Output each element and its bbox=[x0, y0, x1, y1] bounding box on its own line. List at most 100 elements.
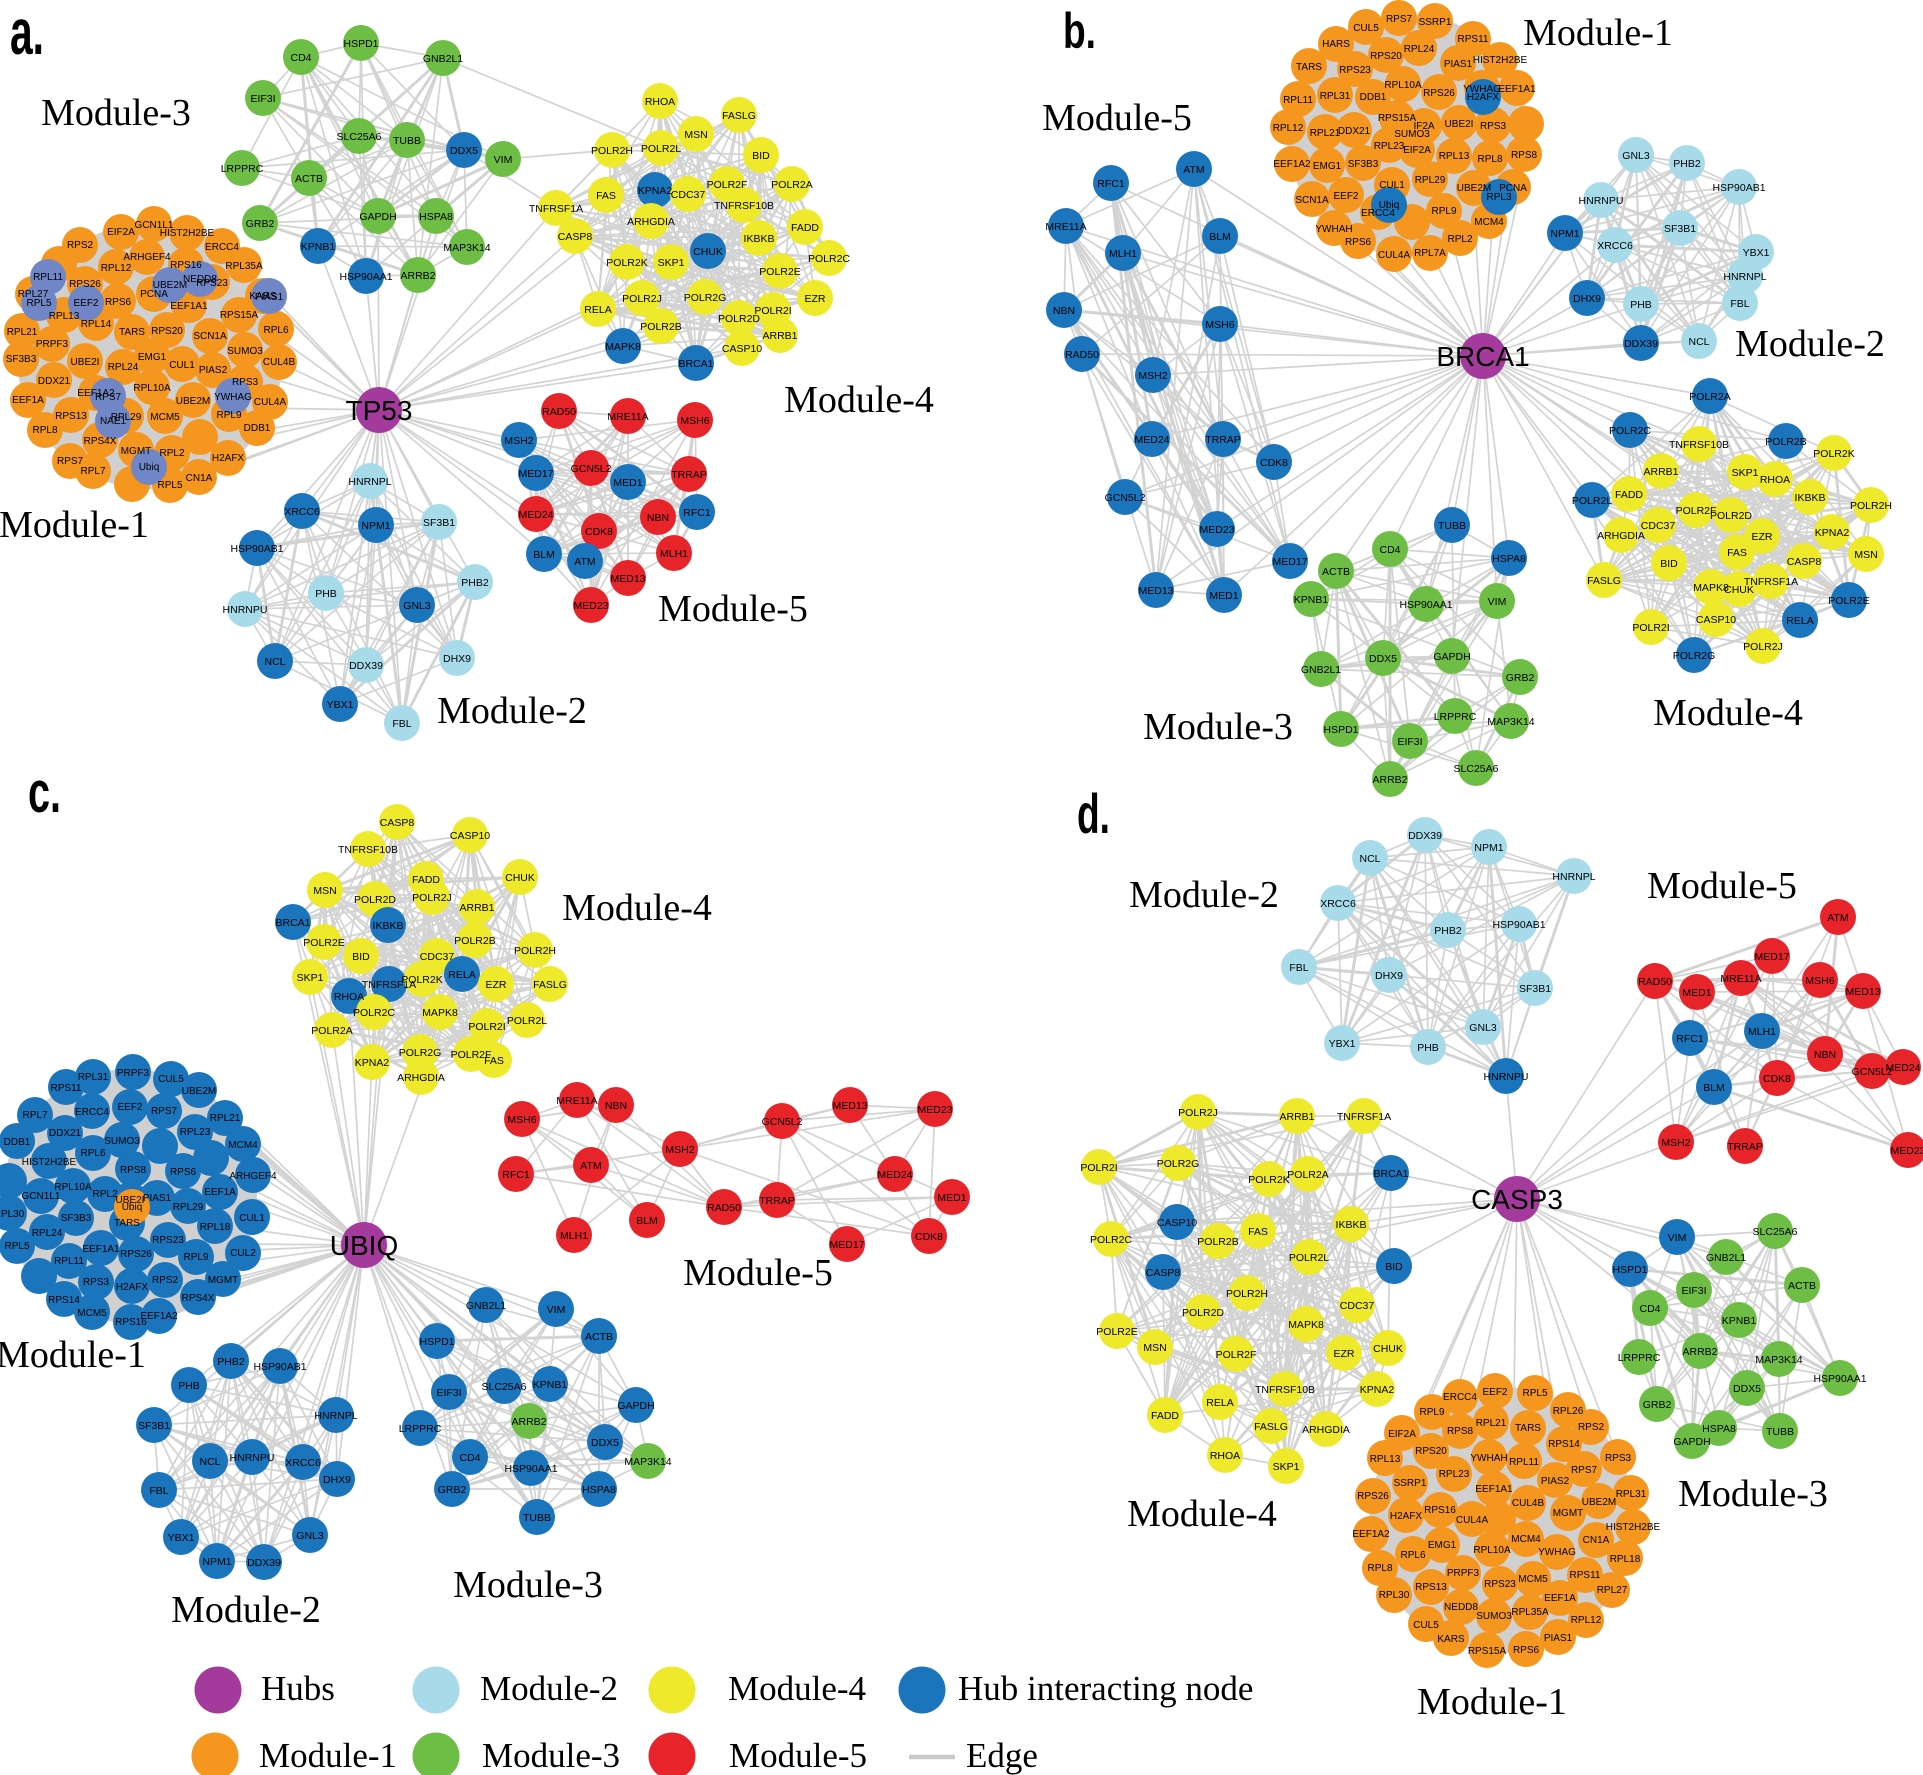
svg-text:POLR2A: POLR2A bbox=[1287, 1169, 1328, 1181]
svg-text:RAD50: RAD50 bbox=[707, 1202, 741, 1214]
svg-text:PHB2: PHB2 bbox=[1434, 925, 1462, 937]
svg-text:CASP10: CASP10 bbox=[1157, 1217, 1197, 1229]
svg-text:GAPDH: GAPDH bbox=[1433, 651, 1470, 663]
svg-text:SKP1: SKP1 bbox=[1732, 467, 1759, 479]
svg-text:H2AFX: H2AFX bbox=[212, 453, 245, 464]
svg-text:POLR2A: POLR2A bbox=[771, 179, 812, 191]
svg-text:HSPD1: HSPD1 bbox=[1323, 724, 1358, 736]
svg-text:EEF1A2: EEF1A2 bbox=[1352, 1529, 1390, 1540]
svg-text:EEF1A: EEF1A bbox=[1544, 1593, 1576, 1604]
svg-text:RPL21: RPL21 bbox=[1476, 1418, 1507, 1429]
svg-text:POLR2C: POLR2C bbox=[1609, 425, 1651, 437]
svg-text:EEF1A1: EEF1A1 bbox=[82, 1244, 120, 1255]
svg-text:Ubiq: Ubiq bbox=[122, 1202, 143, 1213]
svg-text:DDX21: DDX21 bbox=[49, 1128, 82, 1139]
svg-text:IKBKB: IKBKB bbox=[744, 233, 775, 245]
svg-text:SF3B1: SF3B1 bbox=[423, 517, 455, 529]
svg-text:POLR2E: POLR2E bbox=[1828, 595, 1869, 607]
svg-text:EEF1A: EEF1A bbox=[12, 395, 44, 406]
svg-text:Module-2: Module-2 bbox=[1129, 874, 1279, 916]
svg-text:MCM4: MCM4 bbox=[1511, 1534, 1541, 1545]
svg-text:DDX21: DDX21 bbox=[38, 376, 71, 387]
svg-text:Module-4: Module-4 bbox=[728, 1669, 866, 1708]
svg-text:RPL27: RPL27 bbox=[18, 289, 49, 300]
svg-text:TNFRSF10B: TNFRSF10B bbox=[1669, 439, 1729, 451]
svg-text:FBL: FBL bbox=[392, 718, 411, 730]
svg-text:RFC1: RFC1 bbox=[683, 507, 711, 519]
svg-text:MED1: MED1 bbox=[1209, 590, 1238, 602]
svg-text:ARHGDIA: ARHGDIA bbox=[1597, 530, 1645, 542]
svg-text:BID: BID bbox=[752, 150, 770, 162]
svg-text:EMG1: EMG1 bbox=[1428, 1540, 1457, 1551]
svg-text:IF2A: IF2A bbox=[1413, 121, 1434, 132]
svg-text:MED13: MED13 bbox=[1845, 986, 1880, 998]
svg-text:TARS: TARS bbox=[119, 327, 145, 338]
svg-text:PIAS2: PIAS2 bbox=[199, 365, 228, 376]
svg-text:RPL13: RPL13 bbox=[1370, 1454, 1401, 1465]
svg-text:SF3B1: SF3B1 bbox=[138, 1420, 170, 1432]
svg-text:DHX9: DHX9 bbox=[1573, 293, 1601, 305]
svg-text:RPL21: RPL21 bbox=[7, 327, 38, 338]
svg-text:GNL3: GNL3 bbox=[403, 600, 431, 612]
svg-text:GNB2L1: GNB2L1 bbox=[1706, 1252, 1746, 1264]
svg-text:RPL30: RPL30 bbox=[0, 1209, 25, 1220]
svg-text:HSPD1: HSPD1 bbox=[343, 38, 378, 50]
svg-text:MED17: MED17 bbox=[1272, 556, 1307, 568]
svg-text:Module-5: Module-5 bbox=[729, 1736, 867, 1775]
svg-text:BLM: BLM bbox=[1703, 1082, 1725, 1094]
svg-text:RPL6: RPL6 bbox=[1400, 1550, 1425, 1561]
svg-text:EMG1: EMG1 bbox=[138, 352, 167, 363]
svg-text:MED24: MED24 bbox=[877, 1169, 912, 1181]
svg-text:RPL8: RPL8 bbox=[1367, 1563, 1392, 1574]
svg-text:RAD50: RAD50 bbox=[542, 406, 576, 418]
svg-text:RPS23: RPS23 bbox=[1484, 1579, 1516, 1590]
svg-text:H2AFX: H2AFX bbox=[1390, 1511, 1423, 1522]
svg-text:POLR2K: POLR2K bbox=[401, 974, 442, 986]
svg-text:GNB2L1: GNB2L1 bbox=[466, 1300, 506, 1312]
svg-text:MSH6: MSH6 bbox=[1805, 975, 1834, 987]
svg-text:Module-4: Module-4 bbox=[784, 379, 934, 421]
svg-text:GRB2: GRB2 bbox=[438, 1484, 467, 1496]
svg-text:Module-2: Module-2 bbox=[480, 1669, 618, 1708]
svg-text:RPL10A: RPL10A bbox=[133, 383, 171, 394]
svg-text:POLR2K: POLR2K bbox=[606, 257, 647, 269]
svg-text:CDC37: CDC37 bbox=[671, 189, 706, 201]
svg-text:CUL1: CUL1 bbox=[1379, 180, 1405, 191]
svg-text:RPS2: RPS2 bbox=[152, 1275, 179, 1286]
svg-text:MED23: MED23 bbox=[573, 600, 608, 612]
svg-text:RPS16: RPS16 bbox=[115, 1317, 147, 1328]
svg-text:POLR2F: POLR2F bbox=[451, 1049, 492, 1061]
svg-text:NBN: NBN bbox=[1814, 1049, 1836, 1061]
svg-text:GNL3: GNL3 bbox=[1622, 150, 1650, 162]
svg-text:RPS23: RPS23 bbox=[196, 278, 228, 289]
svg-text:ERCC4: ERCC4 bbox=[1443, 1392, 1477, 1403]
svg-text:MED1: MED1 bbox=[1682, 987, 1711, 999]
svg-text:LRPPRC: LRPPRC bbox=[221, 163, 264, 175]
svg-text:NCL: NCL bbox=[264, 656, 285, 668]
svg-text:BLM: BLM bbox=[636, 1215, 658, 1227]
svg-text:MGMT: MGMT bbox=[1553, 1508, 1584, 1519]
svg-text:CDC37: CDC37 bbox=[420, 951, 455, 963]
svg-text:KPNA2: KPNA2 bbox=[1360, 1384, 1395, 1396]
svg-text:GCN1L1: GCN1L1 bbox=[135, 220, 174, 231]
svg-text:RPS7: RPS7 bbox=[151, 1106, 178, 1117]
svg-text:MED13: MED13 bbox=[1138, 585, 1173, 597]
svg-text:CDK8: CDK8 bbox=[585, 526, 613, 538]
svg-text:CDK8: CDK8 bbox=[1260, 457, 1288, 469]
svg-text:FBL: FBL bbox=[1730, 298, 1749, 310]
svg-text:TRRAP: TRRAP bbox=[1727, 1141, 1763, 1153]
svg-text:RPS6: RPS6 bbox=[1513, 1645, 1540, 1656]
svg-text:PCNA: PCNA bbox=[140, 289, 168, 300]
svg-text:Module-1: Module-1 bbox=[1417, 1681, 1567, 1723]
svg-text:POLR2F: POLR2F bbox=[1216, 1349, 1257, 1361]
svg-text:MAPK8: MAPK8 bbox=[605, 341, 641, 353]
svg-text:NBN: NBN bbox=[1053, 305, 1075, 317]
svg-text:HNRNPU: HNRNPU bbox=[1579, 195, 1624, 207]
svg-text:d.: d. bbox=[1077, 782, 1110, 845]
svg-text:FADD: FADD bbox=[412, 874, 440, 886]
svg-text:CUL4B: CUL4B bbox=[1512, 1498, 1545, 1509]
svg-text:CUL2: CUL2 bbox=[230, 1248, 256, 1259]
svg-text:ERCC4: ERCC4 bbox=[75, 1107, 109, 1118]
svg-text:RPS11: RPS11 bbox=[1570, 1570, 1601, 1581]
svg-text:RPL7A: RPL7A bbox=[1414, 248, 1446, 259]
